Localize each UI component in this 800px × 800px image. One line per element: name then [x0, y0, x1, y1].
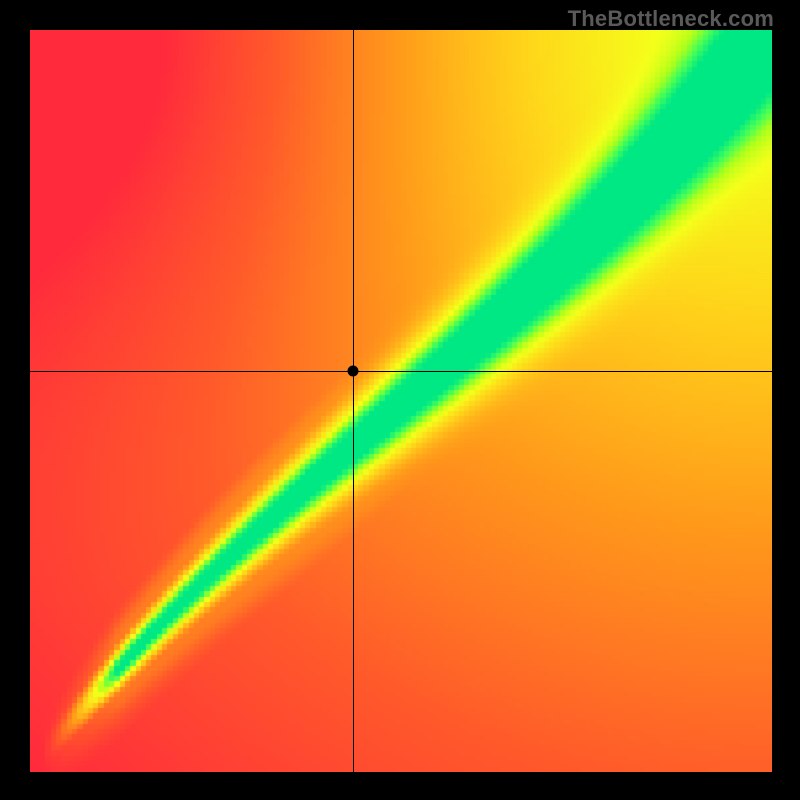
- plot-area: [30, 30, 772, 772]
- crosshair-vertical-line: [353, 30, 354, 772]
- watermark-text: TheBottleneck.com: [568, 6, 774, 32]
- heatmap-canvas: [30, 30, 772, 772]
- crosshair-marker-dot: [347, 366, 358, 377]
- crosshair-horizontal-line: [30, 371, 772, 372]
- root-container: TheBottleneck.com: [0, 0, 800, 800]
